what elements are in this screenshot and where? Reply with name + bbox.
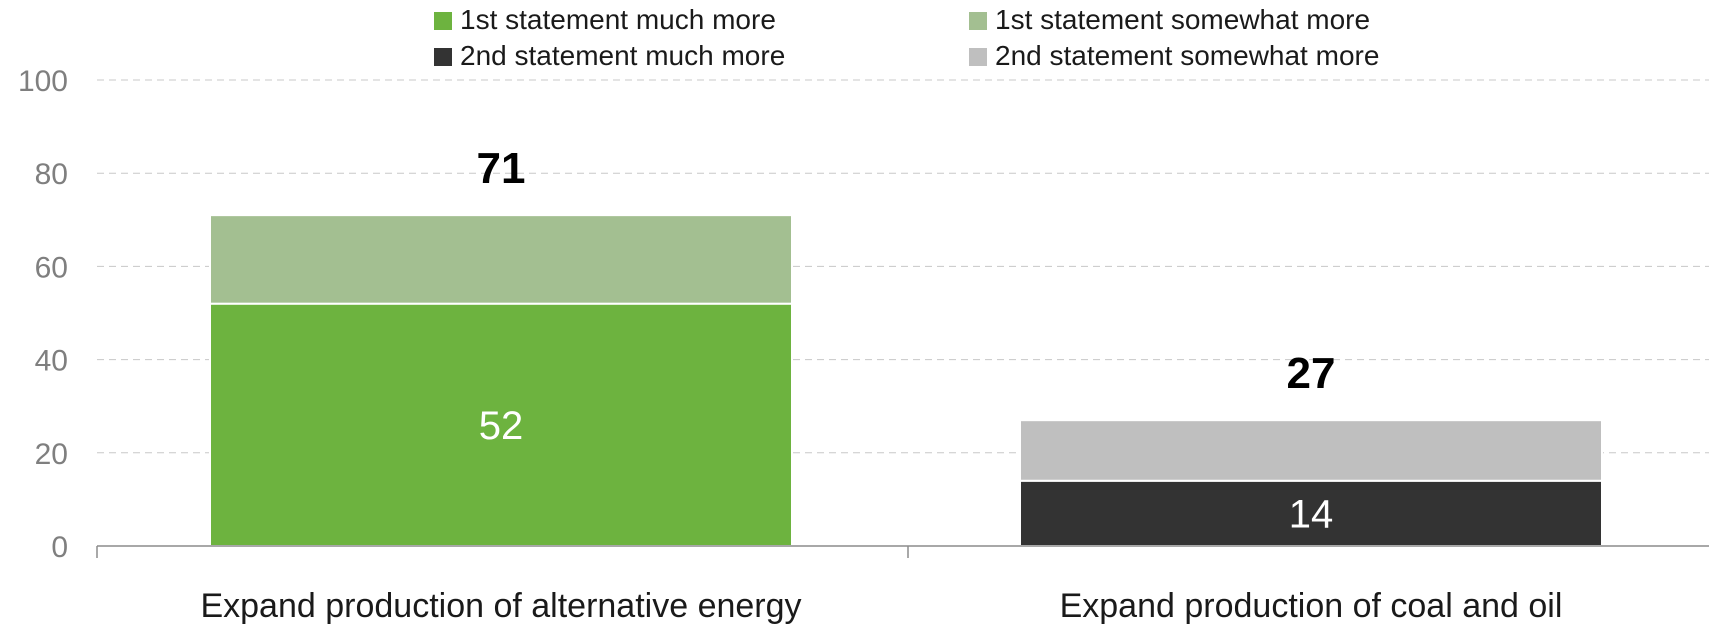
y-tick-label-2: 40 [35,345,68,378]
legend-label-1: 1st statement somewhat more [995,4,1371,35]
category-label-1: Expand production of coal and oil [1060,587,1563,624]
legend-label-0: 1st statement much more [460,4,776,35]
y-tick-label-5: 100 [18,65,68,98]
total-label-0: 71 [477,144,526,193]
legend-item-3: 2nd statement somewhat more [969,40,1379,72]
legend-swatch-2 [434,48,452,66]
legend-item-1: 1st statement somewhat more [969,4,1370,36]
y-tick-label-1: 20 [35,438,68,471]
category-label-0: Expand production of alternative energy [200,587,801,624]
legend-item-0: 1st statement much more [434,4,776,36]
legend-label-3: 2nd statement somewhat more [995,40,1380,71]
legend-item-2: 2nd statement much more [434,40,785,72]
legend-swatch-1 [969,12,987,30]
legend-label-2: 2nd statement much more [460,40,786,71]
total-label-1: 27 [1287,349,1336,398]
bar-segment-0-1 [209,214,793,305]
legend-swatch-0 [434,12,452,30]
y-tick-label-4: 80 [35,158,68,191]
segment-value-label-0: 52 [479,404,524,448]
y-tick-label-3: 60 [35,251,68,284]
y-tick-label-0: 0 [51,531,68,564]
bar-segment-1-3 [1019,419,1603,482]
segment-value-label-1: 14 [1289,492,1334,536]
legend-swatch-3 [969,48,987,66]
